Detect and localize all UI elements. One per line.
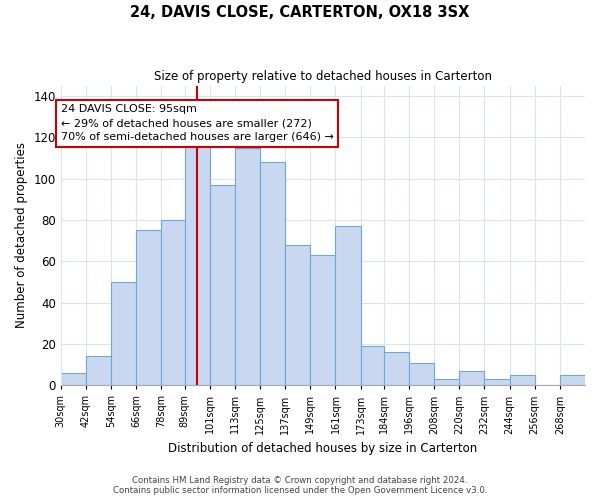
Bar <box>61 373 86 386</box>
Bar <box>384 352 409 386</box>
Bar <box>361 346 384 386</box>
Bar <box>260 162 285 386</box>
Bar <box>310 255 335 386</box>
Bar <box>335 226 361 386</box>
Bar <box>285 244 310 386</box>
Bar <box>484 379 509 386</box>
Title: Size of property relative to detached houses in Carterton: Size of property relative to detached ho… <box>154 70 492 83</box>
Bar <box>209 185 235 386</box>
Text: 24, DAVIS CLOSE, CARTERTON, OX18 3SX: 24, DAVIS CLOSE, CARTERTON, OX18 3SX <box>130 5 470 20</box>
Text: Contains HM Land Registry data © Crown copyright and database right 2024.
Contai: Contains HM Land Registry data © Crown c… <box>113 476 487 495</box>
Bar <box>434 379 459 386</box>
Bar <box>136 230 161 386</box>
Bar <box>459 371 484 386</box>
Bar <box>235 148 260 386</box>
Y-axis label: Number of detached properties: Number of detached properties <box>15 142 28 328</box>
Bar <box>409 362 434 386</box>
Bar <box>509 375 535 386</box>
Bar <box>86 356 111 386</box>
X-axis label: Distribution of detached houses by size in Carterton: Distribution of detached houses by size … <box>168 442 478 455</box>
Bar <box>560 375 585 386</box>
Bar <box>161 220 185 386</box>
Text: 24 DAVIS CLOSE: 95sqm
← 29% of detached houses are smaller (272)
70% of semi-det: 24 DAVIS CLOSE: 95sqm ← 29% of detached … <box>61 104 334 142</box>
Bar <box>111 282 136 386</box>
Bar <box>185 142 209 386</box>
